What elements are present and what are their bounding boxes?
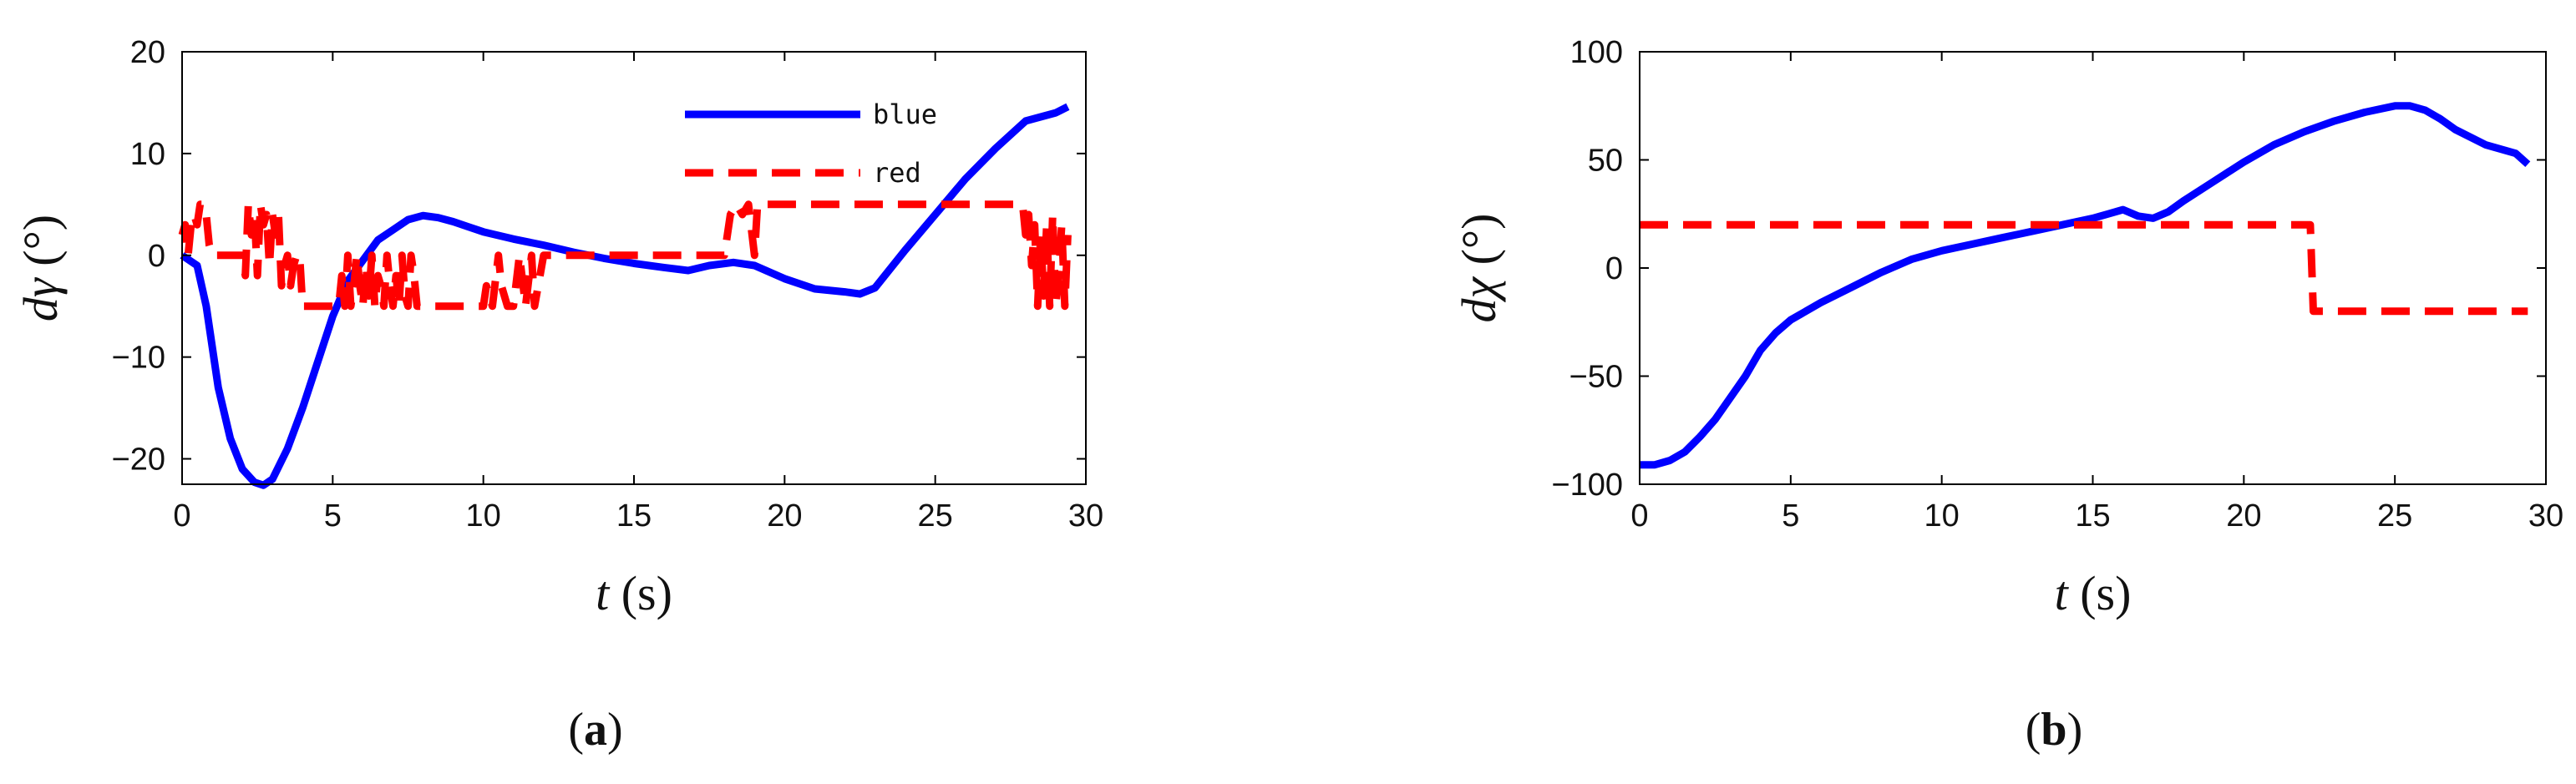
panel-b-caption: (b)	[2026, 704, 2082, 756]
caption-letter: a	[584, 704, 607, 756]
panel-a-caption: (a)	[568, 704, 622, 756]
x-axis-unit: (s)	[621, 566, 672, 620]
panel-a-series	[178, 103, 1072, 489]
panel-b-ticks: 0 5 10 15 20 25 30 −100 −50 0 50 100	[1551, 35, 2563, 534]
panel-a-series-red-line	[178, 200, 1072, 311]
panel-a-plot-frame	[181, 51, 1087, 485]
legend-label-blue: blue	[873, 99, 937, 130]
panel-b-series	[1640, 102, 2531, 469]
x-tick-label: 10	[466, 498, 501, 534]
y-axis-unit: (°)	[1452, 214, 1506, 266]
panel-b-series-dashed-line	[1640, 220, 2528, 316]
y-tick-label: 0	[1605, 251, 1623, 286]
panel-b-x-axis-label: t (s)	[2055, 566, 2132, 620]
x-tick-label: 30	[2528, 498, 2563, 534]
x-tick-label: 5	[324, 498, 342, 534]
x-axis-variable: t	[596, 566, 611, 620]
y-tick-label: −20	[112, 443, 165, 478]
panel-b-series-solid-line	[1640, 102, 2531, 469]
y-tick-label: −100	[1551, 468, 1623, 503]
y-axis-variable: dχ	[1452, 276, 1506, 322]
x-axis-unit: (s)	[2080, 566, 2131, 620]
y-tick-label: 20	[130, 35, 165, 70]
x-tick-label: 15	[616, 498, 652, 534]
x-axis-variable: t	[2055, 566, 2070, 620]
x-tick-label: 25	[918, 498, 953, 534]
panel-a-ticks: 0 5 10 15 20 25 30 −20 −10 0 10 20	[112, 35, 1104, 534]
legend-label-red: red	[873, 157, 921, 189]
y-axis-variable: dγ	[13, 276, 68, 321]
x-tick-label: 25	[2377, 498, 2412, 534]
x-tick-label: 20	[2226, 498, 2261, 534]
y-tick-label: 50	[1588, 144, 1623, 179]
x-tick-label: 20	[767, 498, 802, 534]
x-tick-label: 30	[1068, 498, 1103, 534]
y-tick-label: −50	[1569, 360, 1623, 395]
x-tick-label: 10	[1924, 498, 1960, 534]
panel-a-legend: blue red	[685, 99, 937, 189]
y-tick-label: 10	[130, 137, 165, 172]
x-tick-label: 0	[1630, 498, 1648, 534]
panel-b: 0 5 10 15 20 25 30 −100 −50 0 50 100 t (s) dχ (°) (…	[1452, 35, 2563, 756]
y-axis-unit: (°)	[13, 215, 68, 266]
x-tick-label: 5	[1782, 498, 1799, 534]
panel-b-y-axis-label: dχ (°)	[1452, 214, 1506, 323]
y-tick-label: 0	[148, 239, 165, 274]
y-tick-label: 100	[1570, 35, 1623, 70]
panel-a-x-axis-label: t (s)	[596, 566, 672, 620]
x-tick-label: 15	[2075, 498, 2110, 534]
panel-a: 0 5 10 15 20 25 30 −20 −10 0 10 20 blue red t (s) dγ…	[13, 35, 1103, 756]
panel-a-series-blue-line	[180, 103, 1070, 489]
caption-letter: b	[2041, 704, 2066, 756]
x-tick-label: 0	[173, 498, 190, 534]
panel-a-y-axis-label: dγ (°)	[13, 215, 68, 321]
panel-b-plot-frame	[1639, 51, 2547, 485]
y-tick-label: −10	[112, 341, 165, 376]
